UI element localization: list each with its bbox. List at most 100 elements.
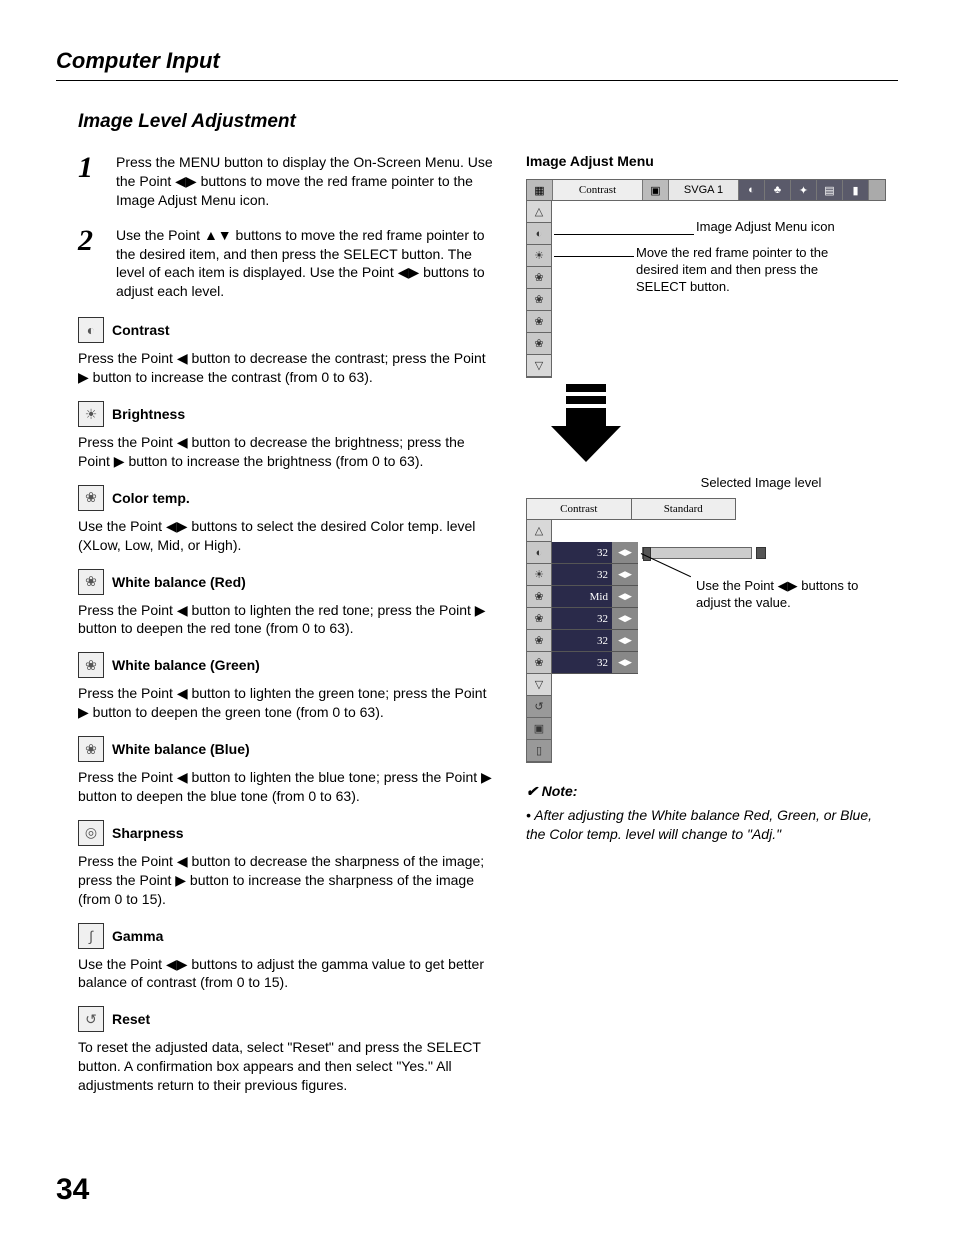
- item-icon: ❀: [78, 569, 104, 595]
- left-column: 1 Press the MENU button to display the O…: [78, 153, 498, 1109]
- item-icon: ◎: [78, 820, 104, 846]
- adjustment-item: ◐ Contrast Press the Point ◀ button to d…: [78, 317, 498, 387]
- adjustment-item: ❀ White balance (Blue) Press the Point ◀…: [78, 736, 498, 806]
- detail-store-icon: ▣: [527, 718, 551, 740]
- detail-wbb-icon: ❀: [527, 652, 551, 674]
- down-arrow-icon: [536, 384, 636, 464]
- spin-control[interactable]: ◀▶: [612, 564, 638, 586]
- item-title: Brightness: [112, 406, 185, 422]
- detail-reset-icon: ↺: [527, 696, 551, 718]
- spin-control[interactable]: ◀▶: [612, 542, 638, 564]
- item-title: Color temp.: [112, 490, 190, 506]
- step-text: Use the Point ▲▼ buttons to move the red…: [116, 226, 498, 302]
- detail-contrast-icon: ◐: [527, 542, 551, 564]
- top-icon-2: ♣: [765, 180, 791, 200]
- adjustment-item: ☀ Brightness Press the Point ◀ button to…: [78, 401, 498, 471]
- detail-brightness-icon: ☀: [527, 564, 551, 586]
- item-text: Press the Point ◀ button to decrease the…: [78, 349, 498, 387]
- side-wb-blue-icon: ❀: [527, 333, 551, 355]
- spin-control[interactable]: ◀▶: [612, 586, 638, 608]
- detail-side-column: △ ◐ ☀ ❀ ❀ ❀ ❀ ▽ ↺ ▣ ▯: [526, 520, 552, 763]
- item-title: Gamma: [112, 928, 163, 944]
- detail-value: Mid: [552, 586, 612, 608]
- spin-control[interactable]: ◀▶: [612, 630, 638, 652]
- detail-value: 32: [552, 542, 612, 564]
- item-title: White balance (Red): [112, 574, 246, 590]
- item-title: Sharpness: [112, 825, 184, 841]
- item-icon: ❀: [78, 485, 104, 511]
- detail-wbg-icon: ❀: [527, 630, 551, 652]
- side-wb-red-icon: ❀: [527, 289, 551, 311]
- detail-value: 32: [552, 608, 612, 630]
- spin-control[interactable]: ◀▶: [612, 608, 638, 630]
- item-title: White balance (Blue): [112, 741, 250, 757]
- detail-left: Contrast: [527, 499, 632, 519]
- step-text: Press the MENU button to display the On-…: [116, 153, 498, 210]
- item-title: White balance (Green): [112, 657, 260, 673]
- menu-diagram-detail: Contrast Standard △ ◐ ☀ ❀ ❀ ❀ ❀ ▽ ↺ ▣ ▯ …: [526, 498, 886, 763]
- step: 2 Use the Point ▲▼ buttons to move the r…: [78, 226, 498, 302]
- scroll-down-icon: ▽: [527, 355, 551, 377]
- item-icon: ☀: [78, 401, 104, 427]
- detail-scroll-up-icon: △: [527, 520, 551, 542]
- section-title: Computer Input: [56, 48, 898, 74]
- detail-wbr-icon: ❀: [527, 608, 551, 630]
- callout-pointer: Move the red frame pointer to the desire…: [636, 245, 836, 296]
- slider[interactable]: [642, 542, 766, 564]
- spin-control[interactable]: ◀▶: [612, 652, 638, 674]
- detail-right: Standard: [632, 499, 736, 519]
- item-icon: ∫: [78, 923, 104, 949]
- menu-mode: SVGA 1: [669, 180, 739, 200]
- callout-icon: Image Adjust Menu icon: [696, 219, 835, 236]
- menu-top-bar: ▦ Contrast ▣ SVGA 1 ◐ ♣ ✦ ▤ ▮: [526, 179, 886, 201]
- side-brightness-icon: ☀: [527, 245, 551, 267]
- step-number: 1: [78, 153, 102, 210]
- item-title: Contrast: [112, 322, 170, 338]
- item-text: Use the Point ◀▶ buttons to adjust the g…: [78, 955, 498, 993]
- item-text: To reset the adjusted data, select "Rese…: [78, 1038, 498, 1095]
- step: 1 Press the MENU button to display the O…: [78, 153, 498, 210]
- adjustment-item: ❀ Color temp. Use the Point ◀▶ buttons t…: [78, 485, 498, 555]
- item-text: Press the Point ◀ button to lighten the …: [78, 768, 498, 806]
- menu-icon-slot: ▦: [527, 180, 553, 200]
- side-wb-green-icon: ❀: [527, 311, 551, 333]
- detail-quit-icon: ▯: [527, 740, 551, 762]
- item-title: Reset: [112, 1011, 150, 1027]
- item-text: Press the Point ◀ button to decrease the…: [78, 433, 498, 471]
- item-text: Press the Point ◀ button to lighten the …: [78, 601, 498, 639]
- step-number: 2: [78, 226, 102, 302]
- item-text: Press the Point ◀ button to decrease the…: [78, 852, 498, 909]
- detail-value: 32: [552, 630, 612, 652]
- divider: [56, 80, 898, 81]
- page-number: 34: [56, 1173, 89, 1207]
- item-icon: ◐: [78, 317, 104, 343]
- detail-value: 32: [552, 652, 612, 674]
- top-icon-4: ▤: [817, 180, 843, 200]
- adjustment-item: ❀ White balance (Red) Press the Point ◀ …: [78, 569, 498, 639]
- scroll-up-icon: △: [527, 201, 551, 223]
- sub-title: Image Level Adjustment: [78, 111, 898, 133]
- detail-colortemp-icon: ❀: [527, 586, 551, 608]
- menu-side-column: △ ◐ ☀ ❀ ❀ ❀ ❀ ▽: [526, 201, 552, 378]
- detail-value: 32: [552, 564, 612, 586]
- detail-scroll-down-icon: ▽: [527, 674, 551, 696]
- item-icon: ❀: [78, 652, 104, 678]
- item-text: Use the Point ◀▶ buttons to select the d…: [78, 517, 498, 555]
- right-column: Image Adjust Menu ▦ Contrast ▣ SVGA 1 ◐ …: [526, 153, 886, 1109]
- item-text: Press the Point ◀ button to lighten the …: [78, 684, 498, 722]
- menu-title: Image Adjust Menu: [526, 153, 886, 169]
- adjustment-item: ❀ White balance (Green) Press the Point …: [78, 652, 498, 722]
- menu-diagram-top: ▦ Contrast ▣ SVGA 1 ◐ ♣ ✦ ▤ ▮ △ ◐ ☀ ❀ ❀ …: [526, 179, 886, 378]
- callout-selected: Selected Image level: [636, 475, 886, 490]
- side-colortemp-icon: ❀: [527, 267, 551, 289]
- side-contrast-icon: ◐: [527, 223, 551, 245]
- callout-adjust: Use the Point ◀▶ buttons to adjust the v…: [696, 578, 876, 612]
- menu-mode-icon: ▣: [643, 180, 669, 200]
- item-icon: ❀: [78, 736, 104, 762]
- detail-row: 32 ◀▶: [552, 630, 766, 652]
- detail-bar: Contrast Standard: [526, 498, 736, 520]
- adjustment-item: ↺ Reset To reset the adjusted data, sele…: [78, 1006, 498, 1095]
- item-icon: ↺: [78, 1006, 104, 1032]
- note-body: • After adjusting the White balance Red,…: [526, 806, 886, 844]
- adjustment-item: ∫ Gamma Use the Point ◀▶ buttons to adju…: [78, 923, 498, 993]
